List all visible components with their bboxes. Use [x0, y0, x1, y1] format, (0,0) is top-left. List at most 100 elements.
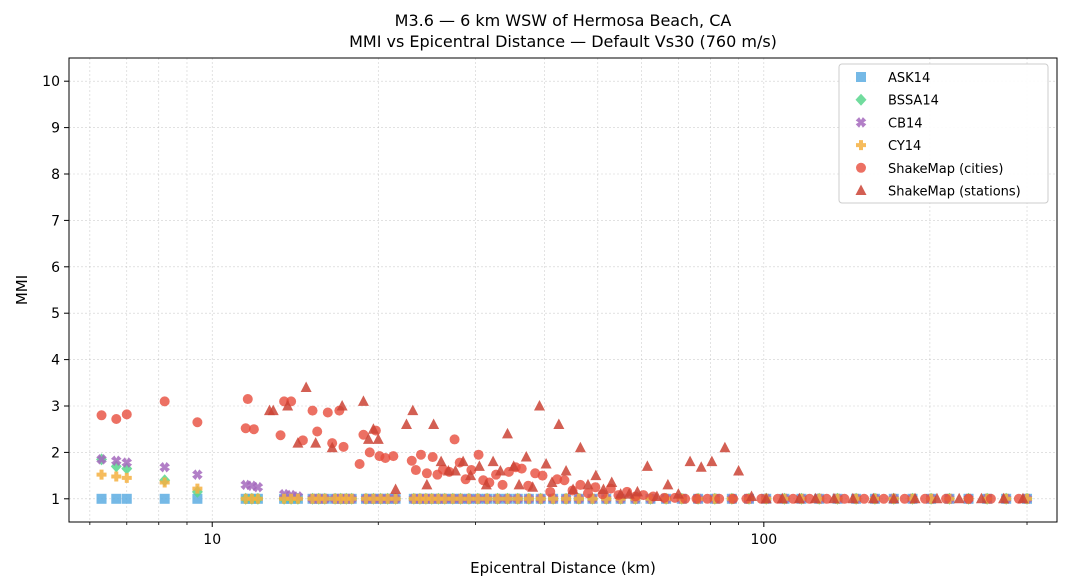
data-point — [497, 479, 508, 490]
data-point — [319, 493, 330, 504]
data-point — [159, 477, 170, 488]
data-point — [963, 493, 974, 504]
data-point — [695, 461, 707, 472]
data-point — [606, 476, 618, 488]
data-point — [300, 381, 312, 392]
data-point — [575, 479, 586, 490]
data-point — [96, 454, 107, 465]
legend-item: ShakeMap (stations) — [855, 184, 1021, 200]
series-shakemap-cities — [96, 394, 1024, 504]
legend-marker — [856, 162, 866, 173]
data-point — [326, 441, 338, 453]
data-point — [439, 493, 450, 504]
data-point — [159, 493, 170, 504]
data-point — [672, 488, 684, 499]
y-tick-label: 3 — [51, 399, 60, 415]
legend-marker — [855, 117, 867, 128]
data-point — [428, 418, 440, 430]
data-point — [400, 418, 412, 430]
y-tick-label: 7 — [51, 213, 60, 229]
data-point — [998, 492, 1010, 504]
data-point — [926, 493, 937, 504]
legend-label: CY14 — [888, 139, 921, 154]
data-point — [537, 470, 548, 481]
data-point — [482, 493, 493, 504]
data-point — [449, 434, 460, 445]
y-tick-label: 4 — [51, 353, 60, 369]
legend-label: ShakeMap (stations) — [888, 185, 1021, 200]
data-point — [466, 465, 477, 476]
data-point — [248, 424, 259, 435]
data-point — [390, 493, 401, 504]
legend-item: CB14 — [855, 116, 923, 131]
data-point — [601, 493, 612, 504]
data-point — [662, 478, 674, 490]
data-point — [246, 493, 257, 504]
legend-item: BSSA14 — [855, 93, 939, 109]
data-point — [487, 455, 499, 467]
data-point — [465, 469, 477, 481]
data-point — [1017, 492, 1029, 504]
y-tick-label: 9 — [51, 121, 60, 137]
data-point — [267, 404, 279, 416]
data-point — [406, 455, 417, 466]
legend-marker — [856, 140, 866, 151]
legend-marker — [856, 72, 866, 82]
plot-frame — [68, 57, 1058, 523]
legend-marker — [855, 184, 867, 195]
data-point — [335, 493, 346, 504]
data-point — [192, 493, 203, 504]
data-point — [410, 465, 421, 476]
data-points — [96, 381, 1033, 505]
data-point — [159, 396, 170, 407]
data-point — [242, 394, 253, 405]
data-point — [457, 455, 469, 467]
data-point — [364, 447, 375, 458]
data-point — [408, 493, 419, 504]
data-point — [121, 472, 132, 483]
data-point — [330, 493, 341, 504]
data-point — [463, 493, 474, 504]
data-point — [733, 464, 745, 476]
data-point — [307, 493, 318, 504]
legend-label: ASK14 — [888, 71, 930, 86]
legend-label: CB14 — [888, 116, 923, 131]
data-point — [346, 493, 357, 504]
legend-label: ShakeMap (cities) — [888, 162, 1003, 177]
data-point — [494, 464, 506, 476]
data-point — [111, 413, 122, 424]
data-point — [527, 481, 539, 492]
data-point — [523, 493, 534, 504]
data-point — [307, 405, 318, 416]
data-point — [252, 481, 264, 493]
data-point — [473, 449, 484, 460]
data-point — [96, 469, 107, 480]
data-point — [597, 483, 609, 495]
data-point — [760, 492, 772, 504]
data-point — [573, 493, 584, 504]
data-point — [953, 492, 965, 504]
data-point — [691, 493, 702, 504]
data-point — [367, 423, 379, 434]
data-point — [553, 418, 565, 430]
data-point — [920, 493, 931, 504]
data-point — [714, 493, 725, 504]
data-point — [513, 478, 525, 490]
data-point — [96, 493, 107, 504]
data-point — [375, 493, 386, 504]
data-point — [851, 493, 862, 504]
data-point — [540, 458, 552, 469]
data-point — [121, 457, 133, 468]
y-tick-label: 8 — [51, 167, 60, 183]
series-shakemap-stations — [263, 381, 1029, 504]
data-point — [442, 464, 454, 476]
data-point — [590, 469, 602, 481]
data-point — [546, 476, 558, 488]
data-point — [192, 469, 203, 480]
data-point — [433, 493, 444, 504]
legend-item: CY14 — [856, 139, 921, 154]
data-point — [587, 493, 598, 504]
legend-box — [838, 63, 1049, 204]
data-point — [292, 437, 304, 448]
data-point — [252, 493, 263, 504]
